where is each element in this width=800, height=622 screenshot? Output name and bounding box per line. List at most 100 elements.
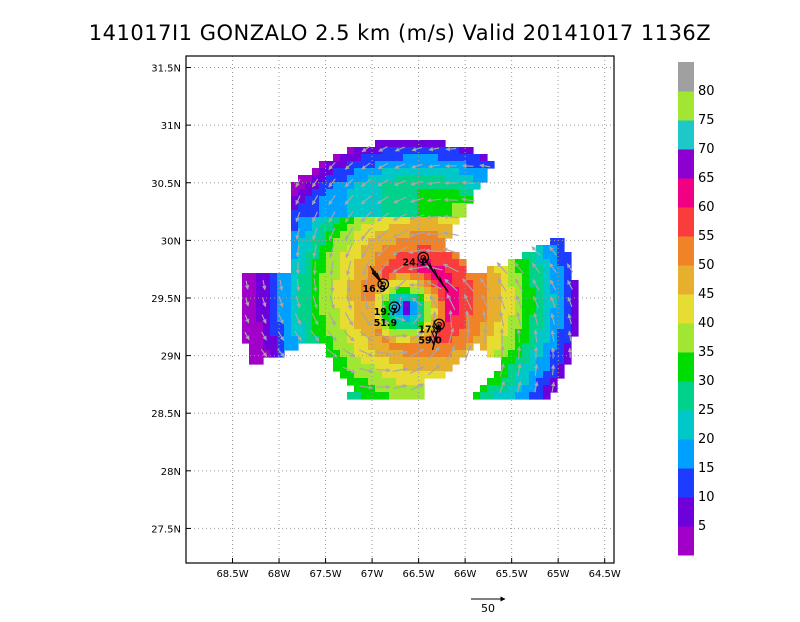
field-cell-56 xyxy=(270,329,278,337)
colorbar-segment-9 xyxy=(678,265,694,295)
field-cell-109 xyxy=(298,189,306,197)
field-cell-579 xyxy=(396,336,404,344)
field-cell-882 xyxy=(466,147,474,155)
field-cell-76 xyxy=(284,301,292,309)
field-cell-542 xyxy=(389,336,397,344)
colorbar-label-13: 70 xyxy=(698,142,715,157)
field-cell-407 xyxy=(368,168,376,176)
field-cell-744 xyxy=(431,217,439,225)
field-cell-774 xyxy=(438,189,446,197)
field-cell-303 xyxy=(347,189,355,197)
field-cell-535 xyxy=(389,287,397,295)
field-cell-621 xyxy=(403,371,411,379)
field-cell-954 xyxy=(494,287,502,295)
field-cell-541 xyxy=(389,329,397,337)
field-cell-257 xyxy=(333,315,341,323)
field-cell-962 xyxy=(494,343,502,351)
field-cell-772 xyxy=(438,175,446,183)
field-cell-945 xyxy=(487,336,495,344)
field-cell-305 xyxy=(347,203,355,211)
field-cell-850 xyxy=(452,308,460,316)
field-cell-584 xyxy=(396,371,404,379)
field-cell-300 xyxy=(347,168,355,176)
field-cell-167 xyxy=(312,252,320,260)
field-cell-931 xyxy=(480,343,488,351)
field-cell-961 xyxy=(494,336,502,344)
field-cell-11 xyxy=(249,280,257,288)
field-cell-296 xyxy=(340,371,348,379)
field-cell-602 xyxy=(403,238,411,246)
field-cell-1110 xyxy=(543,378,551,386)
field-cell-335 xyxy=(354,168,362,176)
field-cell-141 xyxy=(305,245,313,253)
field-cell-27 xyxy=(256,301,264,309)
field-cell-294 xyxy=(340,357,348,365)
field-cell-280 xyxy=(340,259,348,267)
field-cell-596 xyxy=(403,196,411,204)
field-cell-1066 xyxy=(529,378,537,386)
field-cell-504 xyxy=(382,329,390,337)
field-cell-946 xyxy=(487,343,495,351)
field-cell-259 xyxy=(333,329,341,337)
field-cell-474 xyxy=(375,378,383,386)
field-cell-358 xyxy=(354,329,362,337)
field-cell-48 xyxy=(270,273,278,281)
field-cell-914 xyxy=(473,329,481,337)
field-cell-646 xyxy=(410,287,418,295)
colorbar-segment-15 xyxy=(678,91,694,121)
field-cell-73 xyxy=(284,280,292,288)
field-cell-901 xyxy=(473,154,481,162)
field-cell-62 xyxy=(277,287,285,295)
field-cell-113 xyxy=(298,217,306,225)
field-cell-267 xyxy=(340,168,348,176)
field-cell-856 xyxy=(452,350,460,358)
field-cell-710 xyxy=(424,217,432,225)
field-cell-682 xyxy=(417,280,425,288)
field-cell-365 xyxy=(354,378,362,386)
field-cell-1071 xyxy=(536,259,544,267)
field-cell-592 xyxy=(403,168,411,176)
field-cell-444 xyxy=(375,168,383,176)
field-cell-1082 xyxy=(536,336,544,344)
obs-label-3: 51.9 xyxy=(374,318,397,329)
field-cell-177 xyxy=(312,322,320,330)
field-cell-1089 xyxy=(536,385,544,393)
field-cell-528 xyxy=(389,238,397,246)
field-cell-103 xyxy=(291,322,299,330)
field-cell-907 xyxy=(473,280,481,288)
field-cell-35 xyxy=(256,357,264,365)
field-cell-337 xyxy=(354,182,362,190)
field-cell-286 xyxy=(340,301,348,309)
field-cell-54 xyxy=(270,315,278,323)
field-cell-1109 xyxy=(543,371,551,379)
field-cell-662 xyxy=(417,140,425,148)
field-cell-718 xyxy=(424,273,432,281)
obs-label-0: 24.1 xyxy=(403,258,426,269)
field-cell-1177 xyxy=(571,322,579,330)
field-cell-235 xyxy=(333,161,341,169)
field-cell-526 xyxy=(389,224,397,232)
field-cell-1112 xyxy=(543,392,551,400)
field-cell-840 xyxy=(452,210,460,218)
field-cell-543 xyxy=(389,343,397,351)
field-cell-791 xyxy=(438,308,446,316)
field-cell-627 xyxy=(410,154,418,162)
field-cell-348 xyxy=(354,259,362,267)
field-cell-219 xyxy=(326,252,334,260)
field-cell-809 xyxy=(445,203,453,211)
field-cell-468 xyxy=(375,336,383,344)
colorbar-label-11: 60 xyxy=(698,200,715,215)
field-cell-33 xyxy=(256,343,264,351)
field-cell-599 xyxy=(403,217,411,225)
field-cell-488 xyxy=(382,217,390,225)
field-cell-30 xyxy=(256,322,264,330)
field-cell-22 xyxy=(249,357,257,365)
field-cell-845 xyxy=(452,273,460,281)
field-cell-598 xyxy=(403,210,411,218)
field-cell-771 xyxy=(438,168,446,176)
colorbar-label-3: 20 xyxy=(698,432,715,447)
colorbar-label-15: 80 xyxy=(698,84,715,99)
field-cell-134 xyxy=(305,196,313,204)
field-cell-158 xyxy=(312,189,320,197)
field-cell-283 xyxy=(340,280,348,288)
